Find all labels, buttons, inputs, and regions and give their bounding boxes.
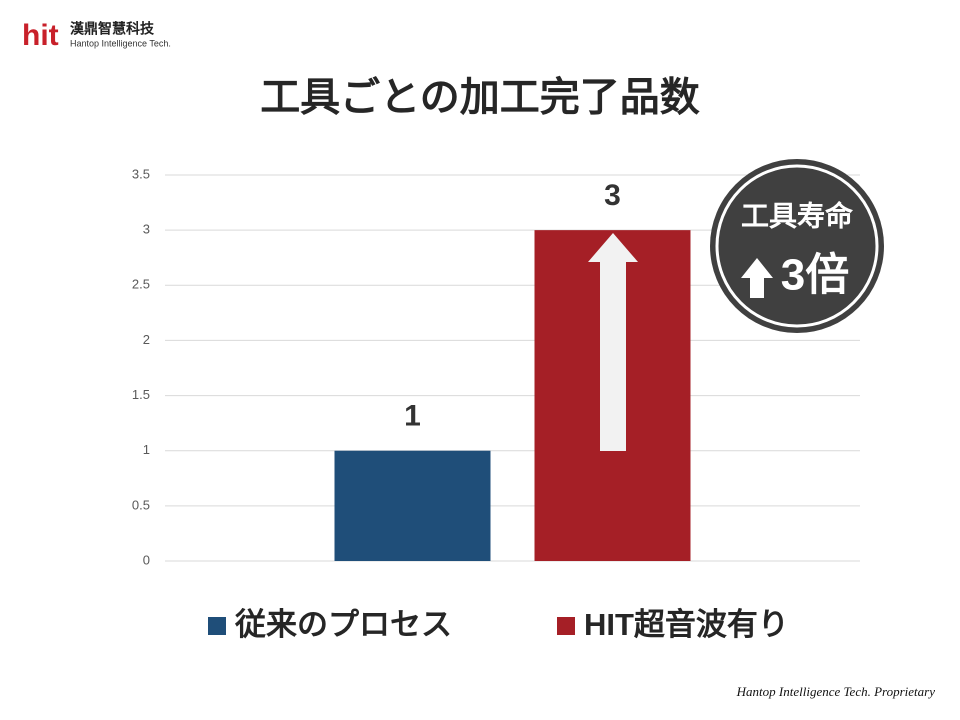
y-tick-label: 2	[143, 332, 150, 347]
data-label: 1	[404, 400, 421, 433]
data-label: 3	[604, 179, 621, 212]
badge	[710, 159, 884, 333]
badge-ring	[715, 164, 879, 328]
y-tick-label: 3	[143, 222, 150, 237]
footer: Hantop Intelligence Tech. Proprietary	[736, 684, 936, 699]
y-tick-label: 2.5	[132, 277, 150, 292]
legend-label: HIT超音波有り	[584, 607, 789, 642]
logo-mark: hit	[22, 19, 59, 52]
y-tick-label: 3.5	[132, 166, 150, 181]
y-tick-label: 0.5	[132, 497, 150, 512]
chart-title: 工具ごとの加工完了品数	[260, 76, 700, 120]
badge-line2: 3倍	[781, 251, 849, 300]
bar	[334, 450, 491, 561]
logo-name: 漢鼎智慧科技	[70, 21, 155, 37]
logo-subtitle: Hantop Intelligence Tech.	[70, 38, 171, 48]
arrow	[588, 233, 638, 451]
badge-line1: 工具寿命	[741, 199, 854, 231]
y-tick-label: 0	[143, 552, 150, 567]
legend-swatch	[208, 617, 226, 635]
y-tick-label: 1.5	[132, 387, 150, 402]
y-tick-label: 1	[143, 442, 150, 457]
badge-arrow	[741, 258, 773, 298]
legend-swatch	[557, 617, 575, 635]
legend-label: 従来のプロセス	[234, 607, 452, 642]
